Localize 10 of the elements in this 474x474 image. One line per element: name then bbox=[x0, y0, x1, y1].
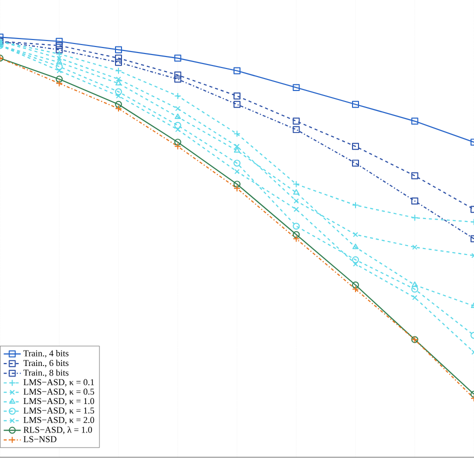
legend-label: LMS−ASD, κ = 1.0 bbox=[24, 398, 94, 406]
legend-label: Train., 6 bits bbox=[23, 360, 68, 368]
legend-label: Train., 8 bits bbox=[23, 369, 68, 378]
legend-label: LMS−ASD, κ = 0.5 bbox=[24, 388, 94, 396]
legend-label: Train., 4 bits bbox=[23, 350, 68, 358]
legend-label: LMS−ASD, κ = 2.0 bbox=[24, 416, 94, 424]
legend-label: LMS−ASD, κ = 0.1 bbox=[24, 379, 94, 386]
legend-label: RLS−ASD, λ = 1.0 bbox=[24, 426, 92, 434]
legend-label: LMS−ASD, κ = 1.5 bbox=[24, 408, 94, 415]
legend-label: LS−NSD bbox=[24, 436, 56, 442]
